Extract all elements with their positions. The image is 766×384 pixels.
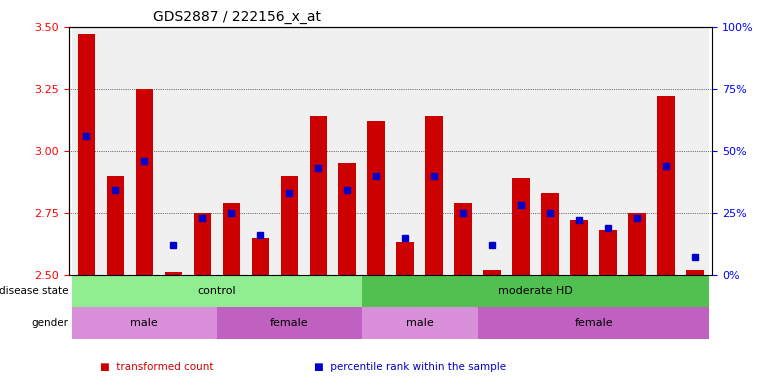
- Bar: [657, 96, 675, 275]
- Bar: [478, 27, 506, 275]
- Bar: [129, 27, 159, 275]
- Bar: [77, 34, 95, 275]
- Bar: [599, 230, 617, 275]
- Bar: [165, 272, 182, 275]
- Text: female: female: [574, 318, 613, 328]
- Bar: [542, 193, 558, 275]
- Bar: [565, 27, 594, 275]
- Text: moderate HD: moderate HD: [498, 286, 573, 296]
- Text: GDS2887 / 222156_x_at: GDS2887 / 222156_x_at: [152, 10, 321, 25]
- Bar: [686, 270, 704, 275]
- Bar: [280, 175, 298, 275]
- Bar: [391, 27, 420, 275]
- Text: female: female: [270, 318, 309, 328]
- Bar: [217, 27, 246, 275]
- Bar: [251, 238, 269, 275]
- Bar: [72, 27, 101, 275]
- Bar: [623, 27, 652, 275]
- Bar: [362, 275, 709, 307]
- Bar: [362, 307, 478, 339]
- Bar: [652, 27, 680, 275]
- Bar: [362, 27, 391, 275]
- Bar: [188, 27, 217, 275]
- Bar: [223, 203, 240, 275]
- Bar: [194, 213, 211, 275]
- Text: male: male: [130, 318, 158, 328]
- Bar: [454, 203, 472, 275]
- Bar: [594, 27, 623, 275]
- Bar: [425, 116, 443, 275]
- Bar: [275, 27, 303, 275]
- Bar: [217, 307, 362, 339]
- Bar: [101, 27, 129, 275]
- Bar: [478, 307, 709, 339]
- Bar: [535, 27, 565, 275]
- Text: control: control: [198, 286, 236, 296]
- Bar: [303, 27, 332, 275]
- Bar: [571, 220, 588, 275]
- Bar: [397, 242, 414, 275]
- Text: disease state: disease state: [0, 286, 68, 296]
- Text: gender: gender: [31, 318, 68, 328]
- Bar: [680, 27, 709, 275]
- Bar: [309, 116, 327, 275]
- Bar: [449, 27, 478, 275]
- Bar: [106, 175, 124, 275]
- Bar: [628, 213, 646, 275]
- Bar: [512, 178, 530, 275]
- Bar: [136, 89, 153, 275]
- Bar: [420, 27, 449, 275]
- Text: ■  transformed count: ■ transformed count: [100, 362, 213, 372]
- Bar: [368, 121, 385, 275]
- Bar: [483, 270, 501, 275]
- Text: ■  percentile rank within the sample: ■ percentile rank within the sample: [314, 362, 506, 372]
- Bar: [332, 27, 362, 275]
- Bar: [72, 307, 217, 339]
- Text: male: male: [406, 318, 434, 328]
- Bar: [72, 275, 362, 307]
- Bar: [246, 27, 275, 275]
- Bar: [506, 27, 535, 275]
- Bar: [159, 27, 188, 275]
- Bar: [339, 163, 356, 275]
